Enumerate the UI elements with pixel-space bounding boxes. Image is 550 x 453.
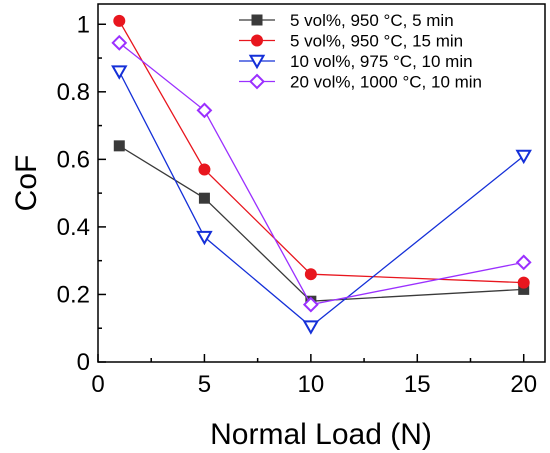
series-line — [118, 145, 524, 302]
marker-circle — [304, 268, 317, 281]
marker-square — [251, 14, 263, 26]
marker-triangle-down — [111, 65, 128, 80]
series-line — [118, 20, 524, 284]
marker-circle — [113, 14, 126, 27]
legend-label: 5 vol%, 950 °C, 15 min — [290, 32, 463, 51]
y-tick-label: 1 — [77, 11, 90, 38]
x-axis-title: Normal Load (N) — [210, 418, 432, 451]
marker-diamond — [515, 254, 532, 271]
x-tick-label: 5 — [198, 371, 211, 398]
marker-diamond — [196, 102, 213, 119]
marker-triangle-down — [515, 149, 532, 165]
legend-item-2: 5 vol%, 950 °C, 15 min — [239, 32, 463, 51]
series-line — [118, 71, 525, 328]
marker-triangle-down — [196, 230, 213, 246]
marker-diamond — [111, 34, 128, 51]
marker-triangle-down — [302, 320, 320, 335]
x-tick-label: 0 — [91, 371, 104, 398]
series-2 — [113, 14, 530, 289]
legend-label: 5 vol%, 950 °C, 5 min — [290, 11, 454, 30]
plot-frame — [97, 3, 546, 363]
marker-square — [113, 140, 125, 152]
y-tick-label: 0.4 — [57, 214, 90, 241]
marker-circle — [251, 34, 263, 47]
series-4 — [111, 34, 532, 313]
legend-label: 20 vol%, 1000 °C, 10 min — [290, 73, 482, 92]
y-tick-label: 0.2 — [57, 281, 90, 308]
legend-item-1: 5 vol%, 950 °C, 5 min — [239, 11, 454, 30]
y-axis-title: CoF — [10, 155, 43, 212]
series-3 — [111, 65, 532, 335]
legend: 5 vol%, 950 °C, 5 min 5 vol%, 950 °C, 15 … — [239, 11, 482, 92]
y-tick-label: 0 — [77, 349, 90, 376]
axis-ticks: 0 5 10 15 20 0 0.2 0.4 0.6 0.8 1 — [57, 11, 537, 398]
x-tick-label: 20 — [510, 371, 537, 398]
y-tick-label: 0.6 — [57, 146, 90, 173]
marker-diamond — [249, 73, 265, 90]
legend-item-4: 20 vol%, 1000 °C, 10 min — [239, 73, 482, 92]
y-tick-label: 0.8 — [57, 79, 90, 106]
series-line — [118, 42, 524, 306]
marker-square — [198, 192, 210, 204]
legend-label: 10 vol%, 975 °C, 10 min — [290, 52, 473, 71]
marker-diamond — [302, 296, 319, 313]
x-tick-label: 10 — [298, 371, 325, 398]
series-1 — [113, 140, 530, 307]
series-layer — [111, 14, 532, 335]
x-tick-label: 15 — [404, 371, 431, 398]
marker-circle — [198, 163, 211, 176]
marker-triangle-down — [248, 54, 266, 70]
legend-item-3: 10 vol%, 975 °C, 10 min — [239, 52, 473, 71]
marker-circle — [517, 276, 530, 289]
